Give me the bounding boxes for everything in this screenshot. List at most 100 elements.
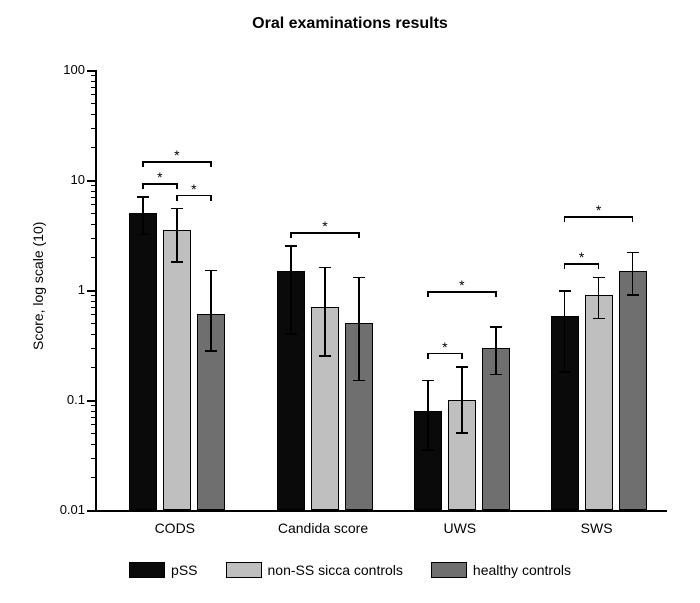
error-bar [427, 381, 429, 451]
sig-bracket-drop [290, 232, 292, 238]
bar [129, 213, 157, 510]
error-cap [285, 333, 297, 335]
y-tick-mark [87, 510, 95, 512]
x-tick-label: CODS [115, 520, 235, 536]
error-bar [461, 367, 463, 433]
y-minor-tick [91, 295, 95, 296]
y-tick-mark [87, 290, 95, 292]
error-cap [205, 350, 217, 352]
y-minor-tick [91, 128, 95, 129]
legend: pSSnon-SS sicca controlshealthy controls [0, 562, 700, 578]
sig-bracket-drop [564, 216, 566, 222]
error-bar [598, 277, 600, 318]
y-minor-tick [91, 411, 95, 412]
y-tick-mark [87, 180, 95, 182]
sig-bracket-drop [210, 161, 212, 167]
y-axis-label: Score, log scale (10) [30, 222, 46, 350]
error-bar [210, 271, 212, 351]
sig-bracket-drop [495, 291, 497, 297]
y-minor-tick [91, 81, 95, 82]
error-cap [171, 261, 183, 263]
sig-bracket-drop [598, 263, 600, 269]
plot-area: ******** [95, 70, 667, 512]
error-cap [319, 355, 331, 357]
y-minor-tick [91, 417, 95, 418]
y-minor-tick [91, 204, 95, 205]
sig-star: * [171, 147, 183, 163]
bar [585, 295, 613, 510]
y-minor-tick [91, 405, 95, 406]
y-minor-tick [91, 147, 95, 148]
sig-star: * [593, 202, 605, 218]
error-bar [324, 268, 326, 357]
y-tick-label: 10 [45, 172, 85, 187]
y-minor-tick [91, 367, 95, 368]
legend-swatch [431, 562, 467, 578]
sig-bracket-drop [176, 195, 178, 201]
y-minor-tick [91, 75, 95, 76]
y-minor-tick [91, 87, 95, 88]
error-cap [456, 432, 468, 434]
y-tick-label: 1 [45, 282, 85, 297]
y-minor-tick [91, 224, 95, 225]
y-minor-tick [91, 314, 95, 315]
error-cap [205, 270, 217, 272]
y-minor-tick [91, 307, 95, 308]
x-tick-label: Candida score [263, 520, 383, 536]
sig-bracket-drop [461, 353, 463, 359]
y-minor-tick [91, 458, 95, 459]
error-cap [627, 252, 639, 254]
error-cap [593, 277, 605, 279]
error-cap [627, 294, 639, 296]
bar [619, 271, 647, 510]
sig-star: * [576, 249, 588, 265]
error-bar [358, 277, 360, 380]
error-bar [176, 209, 178, 262]
y-tick-mark [87, 70, 95, 72]
sig-star: * [439, 339, 451, 355]
y-minor-tick [91, 323, 95, 324]
sig-bracket-drop [176, 183, 178, 189]
error-cap [490, 326, 502, 328]
sig-bracket-drop [210, 195, 212, 201]
sig-bracket-drop [564, 263, 566, 269]
sig-bracket-drop [632, 216, 634, 222]
y-minor-tick [91, 197, 95, 198]
legend-label: pSS [171, 562, 197, 578]
y-minor-tick [91, 114, 95, 115]
error-cap [319, 267, 331, 269]
error-cap [422, 380, 434, 382]
legend-item: healthy controls [431, 562, 571, 578]
sig-star: * [188, 181, 200, 197]
y-minor-tick [91, 257, 95, 258]
y-minor-tick [91, 477, 95, 478]
legend-swatch [129, 562, 165, 578]
sig-bracket-drop [142, 183, 144, 189]
sig-bracket-drop [358, 232, 360, 238]
x-tick-label: SWS [537, 520, 657, 536]
y-minor-tick [91, 103, 95, 104]
y-minor-tick [91, 185, 95, 186]
sig-bracket-drop [427, 291, 429, 297]
error-cap [353, 277, 365, 279]
y-minor-tick [91, 424, 95, 425]
error-bar [564, 291, 566, 372]
error-cap [490, 374, 502, 376]
legend-item: pSS [129, 562, 197, 578]
y-minor-tick [91, 301, 95, 302]
error-cap [559, 290, 571, 292]
y-tick-label: 0.1 [45, 392, 85, 407]
error-bar [495, 327, 497, 375]
y-minor-tick [91, 94, 95, 95]
error-cap [559, 371, 571, 373]
y-minor-tick [91, 191, 95, 192]
chart-container: Oral examinations results ******** Score… [0, 0, 700, 603]
error-cap [456, 366, 468, 368]
y-minor-tick [91, 444, 95, 445]
y-minor-tick [91, 238, 95, 239]
legend-label: healthy controls [473, 562, 571, 578]
y-minor-tick [91, 348, 95, 349]
y-minor-tick [91, 334, 95, 335]
y-tick-mark [87, 400, 95, 402]
sig-star: * [319, 218, 331, 234]
